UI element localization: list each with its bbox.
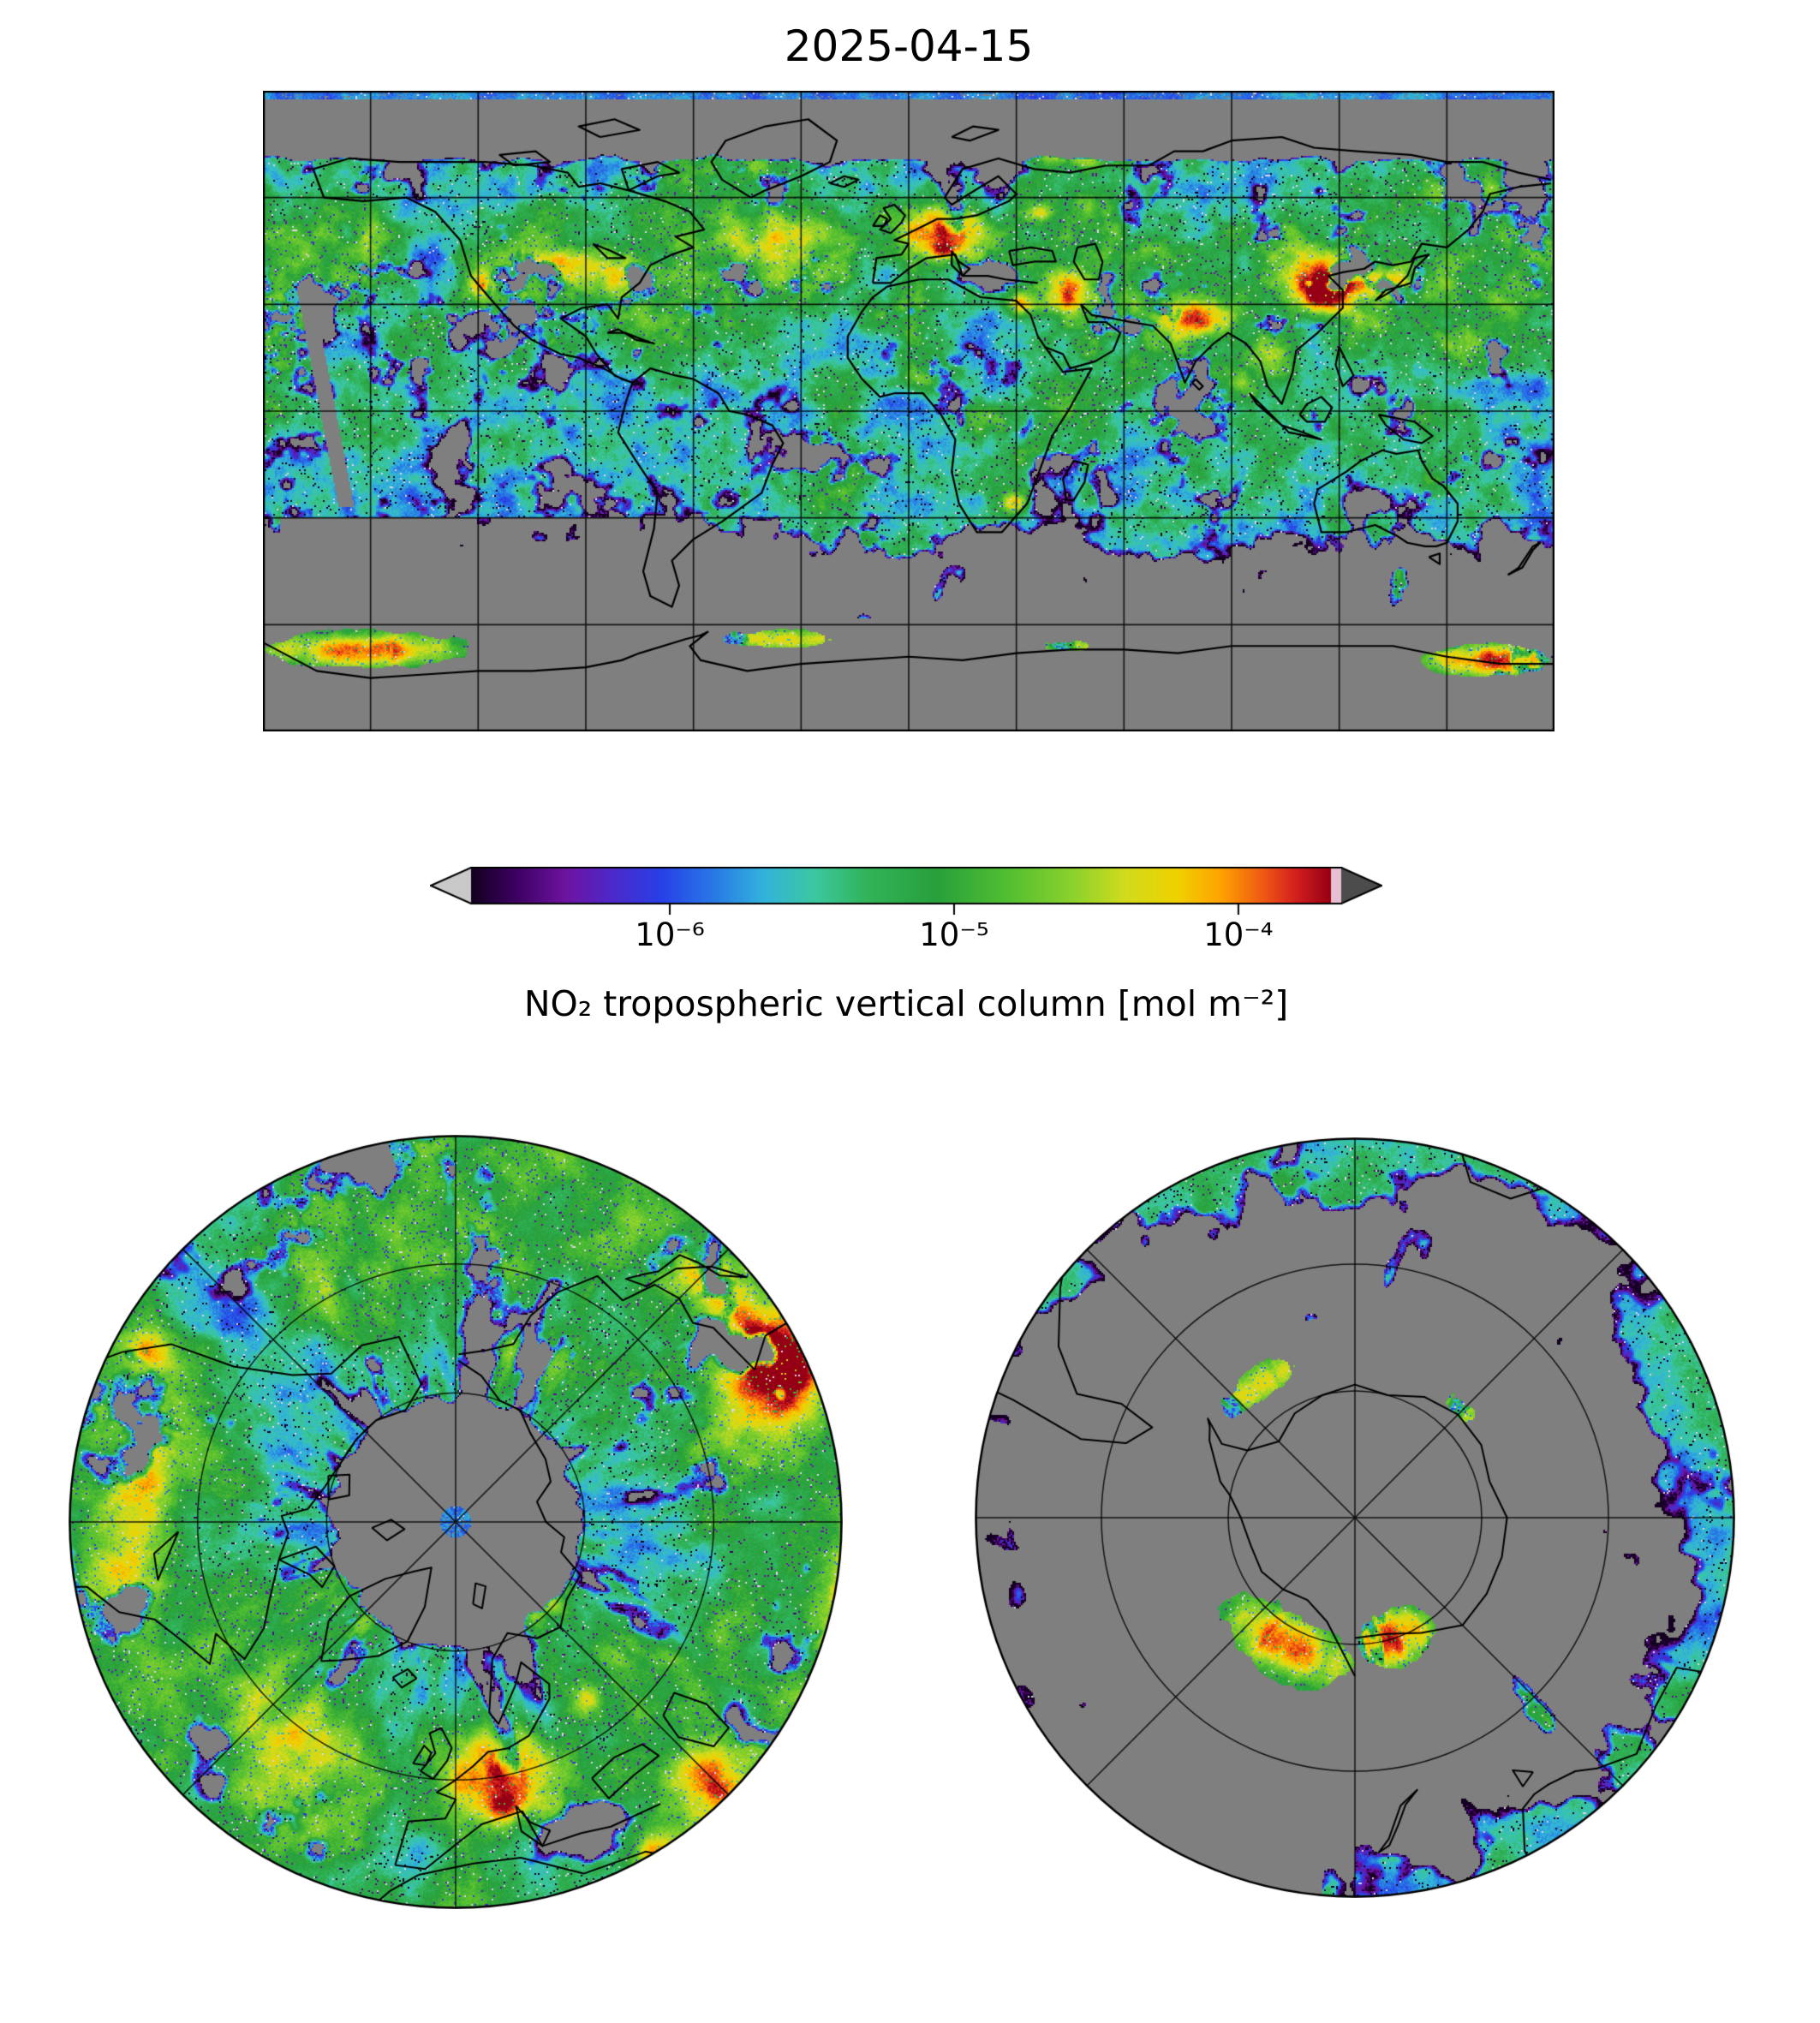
colorbar-tick-1e-5: 10⁻⁵ [919,916,989,953]
figure-title: 2025-04-15 [784,21,1034,71]
global-map-canvas [263,91,1554,731]
colorbar-tick-labels: 10⁻⁶ 10⁻⁵ 10⁻⁴ [430,916,1382,958]
north-polar-map-canvas [69,1135,843,1909]
colorbar-tick-1e-6: 10⁻⁶ [635,916,705,953]
south-polar-map-canvas [975,1137,1735,1898]
colorbar-canvas [430,867,1382,916]
colorbar-tick-1e-4: 10⁻⁴ [1203,916,1274,953]
colorbar-label: NO₂ tropospheric vertical column [mol m⁻… [523,983,1289,1024]
